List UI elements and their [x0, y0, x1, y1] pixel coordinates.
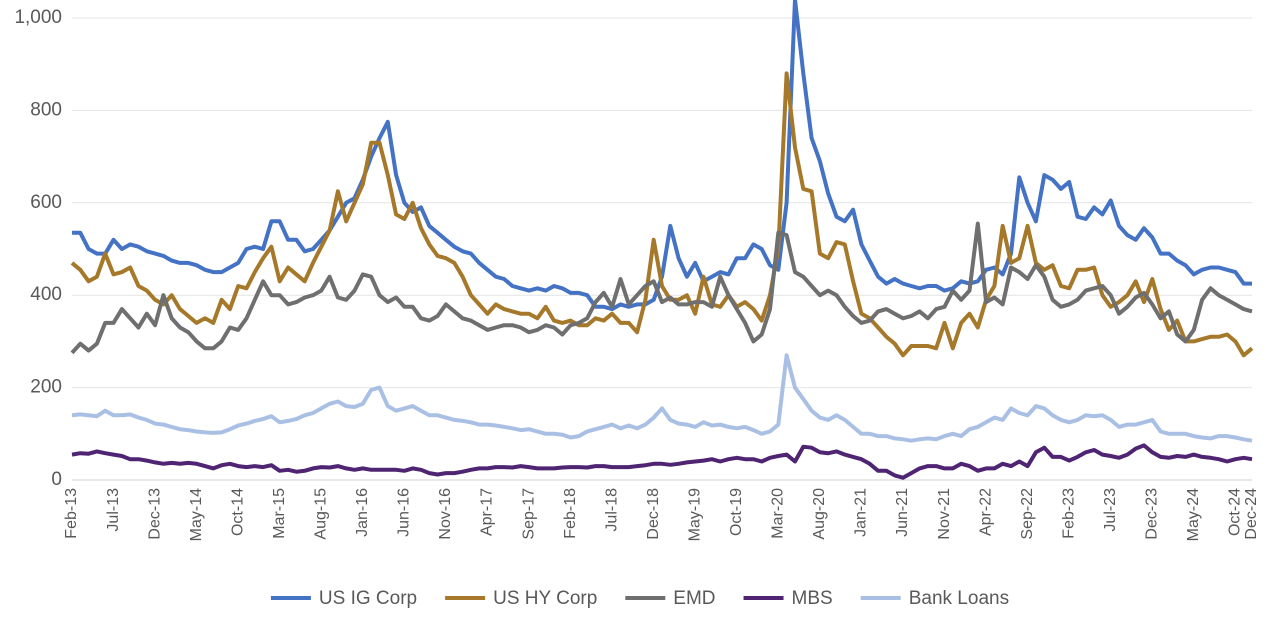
x-tick-label: Dec-18 [645, 488, 662, 540]
legend-label: US IG Corp [319, 588, 417, 609]
x-tick-label: Mar-15 [271, 488, 288, 539]
x-tick-label: Nov-21 [936, 488, 953, 540]
x-tick-label: Dec-13 [146, 488, 163, 540]
series-line [70, 71, 1254, 358]
x-tick-label: Dec-23 [1144, 488, 1161, 540]
x-tick-label: Apr-22 [977, 488, 994, 536]
x-tick-label: Jan-16 [354, 488, 371, 537]
x-tick-label: Jun-21 [894, 488, 911, 537]
series-line [71, 443, 1253, 480]
x-tick-label: Oct-14 [229, 488, 246, 536]
y-tick-label: 200 [30, 377, 62, 398]
x-tick-label: Nov-16 [437, 488, 454, 540]
x-tick-label: Jan-21 [853, 488, 870, 537]
series-line [70, 221, 1253, 355]
x-tick-label: May-14 [188, 488, 205, 541]
x-tick-label: Jun-16 [396, 488, 413, 537]
x-tick-label: Oct-19 [728, 488, 745, 536]
x-tick-label: Feb-23 [1060, 488, 1077, 539]
legend-label: US HY Corp [493, 588, 597, 609]
y-tick-label: 400 [30, 284, 62, 305]
x-tick-label: Mar-20 [770, 488, 787, 539]
x-tick-label: Jul-23 [1102, 488, 1119, 532]
x-tick-label: Jul-18 [603, 488, 620, 532]
x-tick-label: Sep-22 [1019, 488, 1036, 540]
y-tick-label: 800 [30, 99, 62, 120]
y-tick-label: 0 [51, 469, 62, 490]
x-tick-label: May-19 [686, 488, 703, 541]
legend-label: MBS [792, 588, 833, 609]
x-tick-label: Feb-13 [63, 488, 80, 539]
x-tick-label: Aug-15 [313, 488, 330, 540]
legend: US IG Corp US HY Corp EMD MBS Bank Loans [270, 588, 1009, 609]
x-tick-label: Feb-18 [562, 488, 579, 539]
series-line [71, 353, 1253, 443]
series-line [72, 0, 1252, 312]
legend-label: EMD [673, 588, 715, 609]
y-tick-label: 1,000 [14, 7, 62, 28]
y-tick-label: 600 [30, 192, 62, 213]
x-tick-label: Apr-17 [479, 488, 496, 536]
x-tick-label: Sep-17 [520, 488, 537, 540]
x-tick-label: Dec-24 [1243, 488, 1260, 540]
x-tick-label: Jul-13 [105, 488, 122, 532]
x-tick-label: May-24 [1185, 488, 1202, 541]
x-tick-label: Aug-20 [811, 488, 828, 540]
x-tick-label: Oct-24 [1227, 488, 1244, 536]
legend-label: Bank Loans [909, 588, 1009, 609]
